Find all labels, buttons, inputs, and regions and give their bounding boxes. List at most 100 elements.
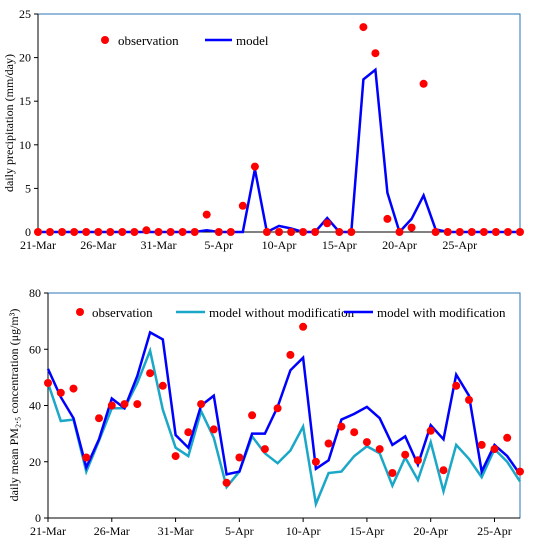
precip-legend-observation-marker <box>101 36 109 44</box>
pm25-observation-point <box>69 384 78 393</box>
pm25-y-tick-label: 20 <box>29 455 41 469</box>
precip-x-tick-label: 15-Apr <box>322 238 357 252</box>
precip-y-ticks: 0 5 10 15 20 25 <box>19 7 38 239</box>
precip-x-tick-label: 20-Apr <box>382 238 417 252</box>
precip-observation-point <box>34 228 42 236</box>
precip-x-tick-label: 21-Mar <box>20 238 56 252</box>
precip-observation-point <box>503 228 512 236</box>
pm25-observation-point <box>375 445 384 454</box>
precip-y-tick-label: 20 <box>19 51 31 65</box>
precip-y-tick-label: 25 <box>19 7 31 21</box>
pm25-observation-point <box>503 433 512 442</box>
pm25-x-tick-label: 31-Mar <box>158 524 194 538</box>
pm25-observation-point <box>350 428 359 437</box>
precip-observation-point <box>154 228 163 236</box>
pm25-legend: observation model without modification m… <box>76 305 506 320</box>
pm25-model-without-modification-line <box>46 346 522 509</box>
pm25-legend-observation-label: observation <box>92 305 153 320</box>
precip-observation-point <box>202 210 211 219</box>
precip-observation-point <box>166 228 175 236</box>
pm25-observation-point <box>401 450 410 459</box>
pm25-observation-point <box>158 381 167 390</box>
precip-observation-point <box>455 228 464 236</box>
precip-model-line <box>38 67 520 235</box>
precip-plot-frame <box>37 13 521 233</box>
pm25-observation-point <box>120 400 129 409</box>
precip-observation-point <box>118 228 127 236</box>
precip-observation-point <box>70 228 79 236</box>
precip-observation-point <box>275 228 283 236</box>
precip-observation-point <box>395 228 404 236</box>
precip-observation-point <box>178 228 187 236</box>
pm25-observation-point <box>82 453 91 462</box>
pm25-observation-point <box>516 467 524 476</box>
pm25-observation-point <box>311 457 320 466</box>
precip-y-tick-label: 15 <box>19 94 31 108</box>
pm25-legend-observation-marker <box>76 308 84 316</box>
precip-legend-model-label: model <box>236 33 269 48</box>
precip-observation-point <box>371 49 380 58</box>
pm25-observation-point <box>260 445 269 454</box>
pm25-observation-point <box>248 411 257 420</box>
pm25-legend-mod-label: model with modification <box>377 305 506 320</box>
pm25-legend-nomod-label: model without modification <box>209 305 355 320</box>
pm25-observation-point <box>362 438 371 447</box>
pm25-observation-point <box>465 395 473 404</box>
precip-observation-points <box>34 23 524 236</box>
precip-y-tick-label: 10 <box>19 138 31 152</box>
precip-observation-point <box>516 228 524 236</box>
precip-observation-point <box>94 228 103 236</box>
precip-legend-observation-label: observation <box>118 33 179 48</box>
pm25-observation-point <box>171 452 180 461</box>
precip-observation-point <box>323 219 332 228</box>
pm25-observation-point <box>477 440 486 449</box>
pm25-x-tick-label: 10-Apr <box>286 524 321 538</box>
pm25-y-tick-label: 80 <box>29 286 41 300</box>
precip-observation-point <box>419 79 428 88</box>
pm25-x-tick-label: 20-Apr <box>413 524 448 538</box>
pm25-observation-point <box>107 401 116 410</box>
precip-observation-point <box>491 228 500 236</box>
precip-chart: 0 5 10 15 20 25 21-Mar 26-Mar 31-Mar 5-Apr 10-Apr… <box>2 7 524 252</box>
precip-observation-point <box>262 228 271 236</box>
pm25-observation-point <box>44 379 52 387</box>
precip-y-tick-label: 0 <box>25 225 31 239</box>
pm25-observation-point <box>209 425 218 434</box>
precip-legend: observation model <box>101 33 269 48</box>
pm25-observation-point <box>286 350 295 359</box>
precip-observation-point <box>58 228 67 236</box>
pm25-x-ticks: 21-Mar 26-Mar 31-Mar 5-Apr 10-Apr 15-Apr 20-Ap… <box>30 518 512 538</box>
pm25-y-tick-label: 0 <box>35 511 41 525</box>
pm25-observation-point <box>146 369 155 378</box>
pm25-y-tick-label: 40 <box>29 399 41 413</box>
pm25-x-tick-label: 25-Apr <box>477 524 512 538</box>
pm25-observation-point <box>337 422 346 431</box>
precip-observation-point <box>359 23 368 32</box>
precip-x-tick-label: 31-Mar <box>141 238 177 252</box>
pm25-observation-point <box>388 469 397 477</box>
precip-observation-point <box>214 228 223 236</box>
precip-observation-point <box>311 228 320 236</box>
precip-y-axis-label: daily precipitation (mm/day) <box>2 54 16 192</box>
precip-observation-point <box>142 226 151 235</box>
pm25-observation-point <box>184 428 193 437</box>
precip-x-ticks: 21-Mar 26-Mar 31-Mar 5-Apr 10-Apr 15-Apr 20-Ap… <box>20 232 477 252</box>
pm25-x-tick-label: 21-Mar <box>30 524 66 538</box>
precip-observation-point <box>130 228 139 236</box>
pm25-observation-point <box>133 400 142 409</box>
precip-observation-point <box>467 228 476 236</box>
precip-x-tick-label: 25-Apr <box>442 238 477 252</box>
precip-y-tick-label: 5 <box>25 181 31 195</box>
precip-observation-point <box>407 223 416 232</box>
pm25-observation-point <box>222 478 231 487</box>
pm25-observation-point <box>56 388 65 397</box>
pm25-x-tick-label: 26-Mar <box>94 524 130 538</box>
pm25-observation-point <box>439 466 448 475</box>
pm25-observation-point <box>235 453 244 462</box>
pm25-observation-point <box>197 400 206 409</box>
pm25-y-tick-label: 60 <box>29 342 41 356</box>
precip-observation-point <box>443 228 452 236</box>
precip-observation-point <box>106 228 115 236</box>
pm25-observation-point <box>324 439 333 448</box>
